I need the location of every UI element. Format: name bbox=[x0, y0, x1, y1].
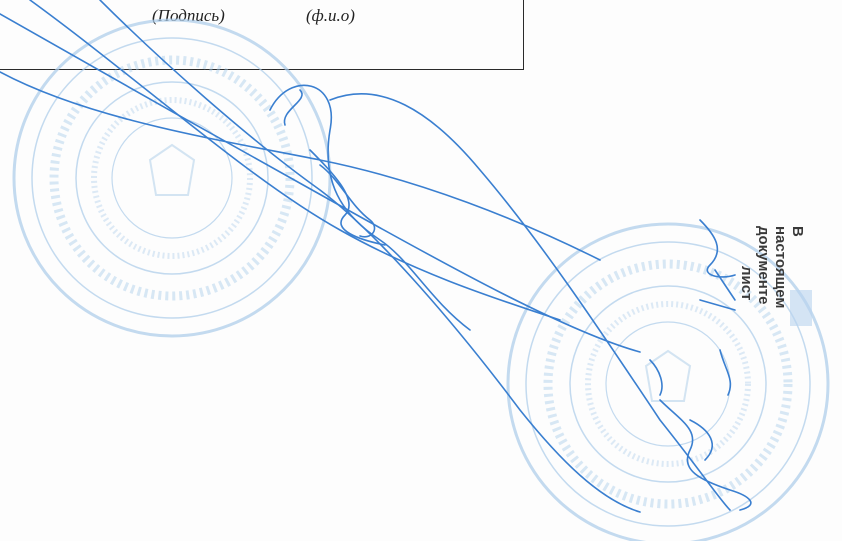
handwritten-signature bbox=[0, 0, 752, 513]
small-stamp-mark bbox=[790, 290, 812, 326]
sheet-note-line: лист bbox=[738, 266, 755, 301]
round-seal-icon bbox=[506, 222, 830, 541]
sheet-count-note: В настоящем документе лист bbox=[736, 226, 806, 362]
full-name-caption: (ф.и.о) bbox=[306, 6, 355, 25]
sheet-note-line: настоящем bbox=[772, 226, 789, 309]
sheet-note-line: В bbox=[789, 226, 806, 237]
sheet-note-line: документе bbox=[755, 226, 772, 305]
